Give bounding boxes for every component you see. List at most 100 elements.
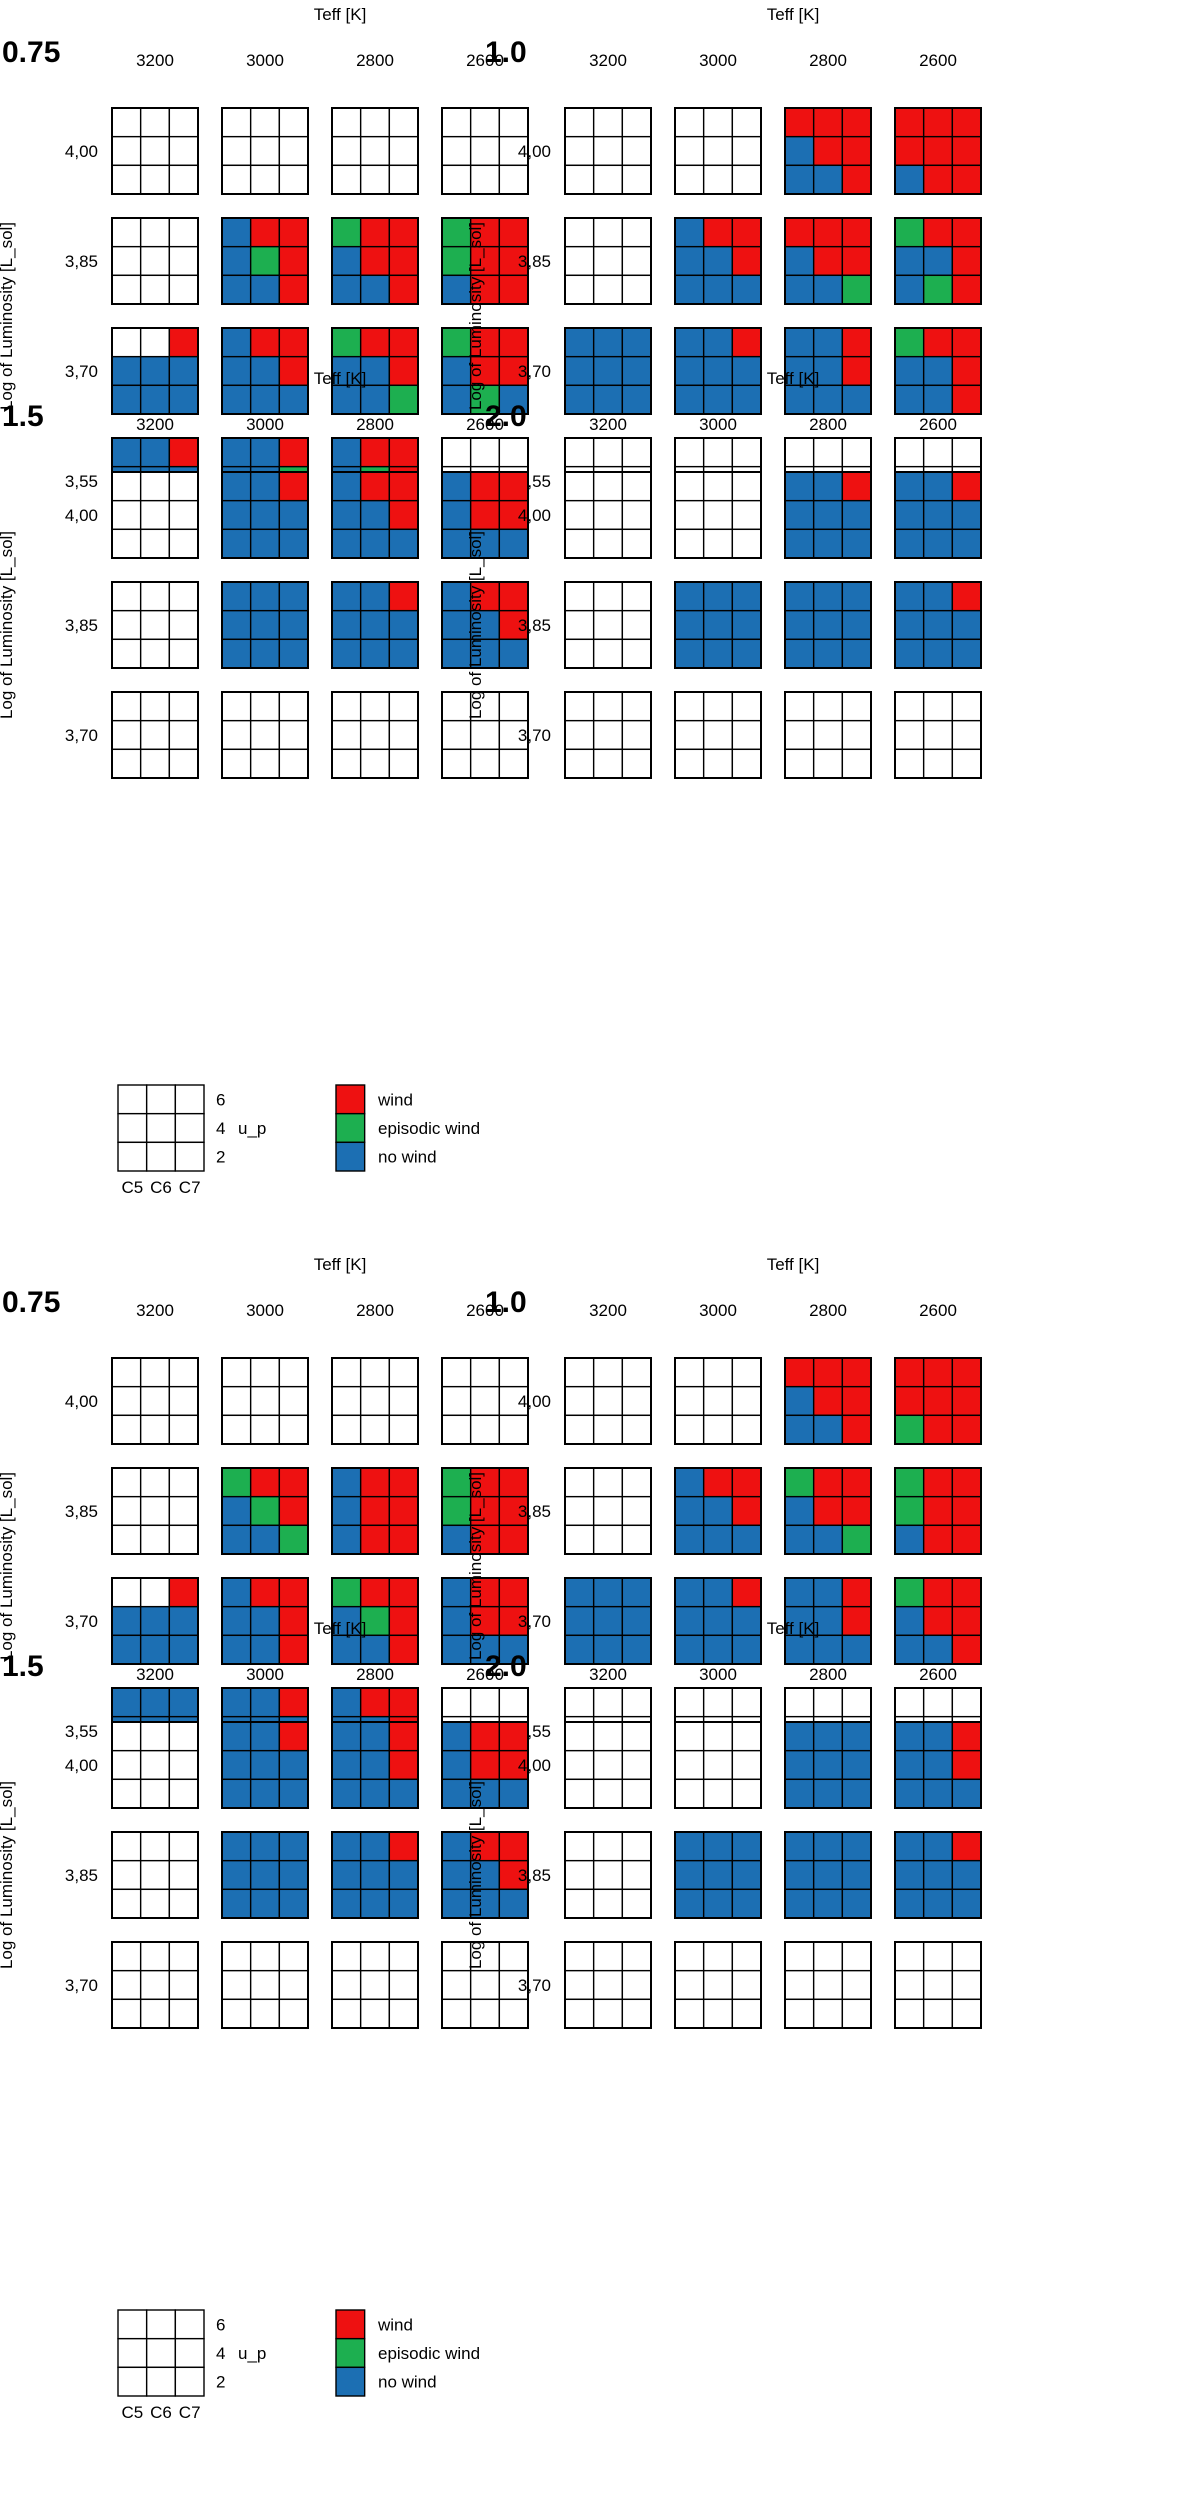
grid-cell-nowind: [221, 609, 252, 641]
grid-cell-empty: [592, 1888, 624, 1919]
mini-grid-frame: [564, 1467, 652, 1555]
mini-grid-frame: [674, 471, 762, 559]
grid-cell-wind: [951, 1495, 982, 1527]
grid-cell-nowind: [249, 471, 281, 502]
grid-cell-wind: [168, 1577, 199, 1608]
grid-cell-wind: [784, 107, 815, 138]
grid-cell-nowind: [674, 274, 705, 305]
mini-grid-frame: [331, 1357, 419, 1445]
grid-cell-empty: [111, 1859, 142, 1891]
grid-cell-empty: [564, 1998, 595, 2029]
mini-grid-frame: [894, 327, 982, 415]
grid-cell-nowind: [249, 355, 281, 387]
grid-cell-empty: [894, 437, 925, 468]
grid-cell-empty: [731, 1687, 762, 1718]
grid-cell-empty: [564, 691, 595, 722]
grid-cell-nowind: [841, 499, 872, 531]
grid-cell-empty: [168, 1941, 199, 1972]
grid-cell-empty: [564, 528, 595, 559]
panel-label: 1.0: [485, 1286, 527, 1319]
grid-cell-nowind: [841, 1749, 872, 1781]
mini-grid-frame: [564, 581, 652, 669]
grid-cell-empty: [731, 437, 762, 468]
mini-grid-frame: [331, 327, 419, 415]
grid-cell-nowind: [331, 581, 362, 612]
grid-cell-empty: [674, 1357, 705, 1388]
mini-grid-frame: [674, 1831, 762, 1919]
mini-grid-frame: [784, 691, 872, 779]
grid-cell-empty: [498, 437, 529, 468]
grid-cell-wind: [731, 217, 762, 248]
luminosity-tick-label: 3,55: [65, 472, 98, 491]
grid-cell-nowind: [922, 1721, 954, 1752]
grid-cell-empty: [221, 1969, 252, 2001]
grid-cell-wind: [922, 107, 954, 138]
legend-label-nowind: no wind: [378, 1148, 437, 1167]
grid-cell-wind: [841, 107, 872, 138]
grid-cell-empty: [441, 1998, 472, 2029]
grid-cell-empty: [388, 719, 419, 751]
grid-cell-nowind: [841, 528, 872, 559]
grid-cell-wind: [841, 135, 872, 167]
grid-cell-empty: [731, 1969, 762, 2001]
grid-cell-empty: [951, 748, 982, 779]
grid-cell-empty: [621, 1467, 652, 1498]
mini-grid-frame: [784, 107, 872, 195]
grid-cell-wind: [951, 1721, 982, 1752]
grid-cell-nowind: [592, 384, 624, 415]
grid-cell-empty: [674, 1385, 705, 1417]
grid-cell-empty: [841, 437, 872, 468]
grid-cell-empty: [498, 1414, 529, 1445]
grid-cell-empty: [111, 748, 142, 779]
grid-cell-empty: [702, 135, 734, 167]
grid-cell-nowind: [331, 471, 362, 502]
grid-cell-empty: [564, 1357, 595, 1388]
grid-cell-empty: [168, 1831, 199, 1862]
grid-cell-empty: [278, 1357, 309, 1388]
grid-cell-nowind: [469, 1888, 501, 1919]
grid-cell-empty: [702, 1969, 734, 2001]
x-axis-title: Teff [K]: [314, 1619, 367, 1638]
grid-cell-empty: [111, 1357, 142, 1388]
grid-cell-nowind: [812, 581, 844, 612]
grid-cell-empty: [469, 1414, 501, 1445]
grid-cell-empty: [498, 748, 529, 779]
grid-cell-nowind: [139, 437, 171, 468]
grid-cell-empty: [249, 1414, 281, 1445]
grid-cell-nowind: [841, 1778, 872, 1809]
mini-grid-frame: [441, 107, 529, 195]
grid-cell-nowind: [221, 1687, 252, 1718]
grid-cell-empty: [111, 471, 142, 502]
grid-cell-empty: [111, 1969, 142, 2001]
grid-cell-nowind: [331, 245, 362, 277]
mini-grid-frame: [441, 691, 529, 779]
mini-grid-frame: [674, 1467, 762, 1555]
legend-grid-cell: [145, 1141, 177, 1172]
grid-cell-empty: [841, 1687, 872, 1718]
mini-grid-frame: [784, 1831, 872, 1919]
grid-cell-episodic: [388, 384, 419, 415]
grid-cell-nowind: [498, 638, 529, 669]
grid-cell-wind: [922, 135, 954, 167]
grid-cell-nowind: [702, 1605, 734, 1637]
grid-cell-empty: [388, 1414, 419, 1445]
grid-cell-empty: [812, 748, 844, 779]
grid-cell-wind: [249, 327, 281, 358]
grid-cell-empty: [592, 164, 624, 195]
grid-cell-wind: [951, 1385, 982, 1417]
mini-grid-frame: [221, 327, 309, 415]
grid-cell-empty: [922, 1941, 954, 1972]
mini-grid-frame: [221, 1467, 309, 1555]
legend-grid-cell: [117, 1141, 148, 1172]
teff-tick-label: 2800: [809, 1301, 847, 1320]
grid-cell-nowind: [702, 1831, 734, 1862]
grid-cell-wind: [498, 471, 529, 502]
grid-cell-wind: [951, 274, 982, 305]
luminosity-tick-label: 3,85: [65, 252, 98, 271]
grid-cell-empty: [168, 1385, 199, 1417]
grid-cell-empty: [139, 164, 171, 195]
grid-cell-wind: [278, 274, 309, 305]
x-axis-title: Teff [K]: [767, 1619, 820, 1638]
grid-cell-nowind: [922, 245, 954, 277]
grid-cell-empty: [922, 437, 954, 468]
